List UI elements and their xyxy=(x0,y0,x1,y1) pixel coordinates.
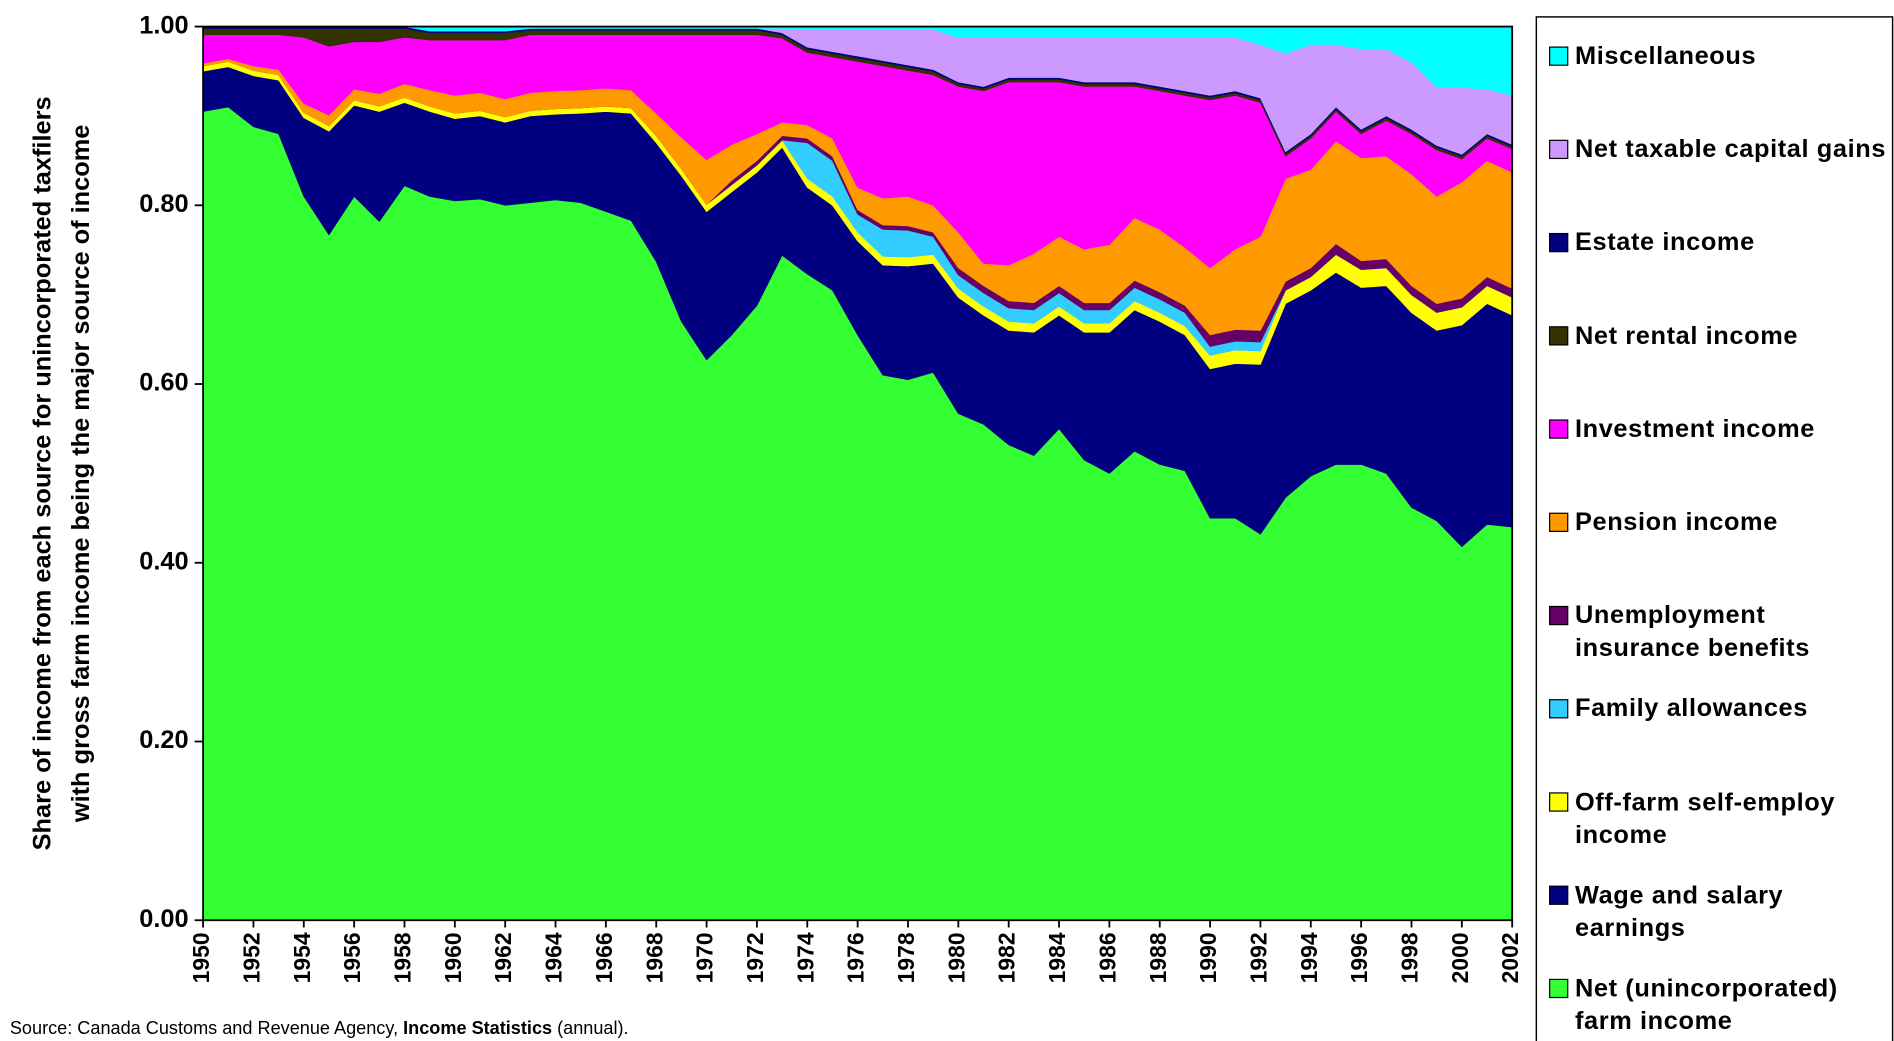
legend-label: Investment income xyxy=(1574,415,1815,443)
legend-box xyxy=(1535,16,1894,1041)
legend-item: Net rental income xyxy=(1574,321,1799,350)
legend-item: Net taxable capital gains xyxy=(1574,135,1887,164)
x-tick-label: 1984 xyxy=(1044,932,1070,983)
legend-item: Wage and salary earnings xyxy=(1574,881,1784,942)
y-tick-label: 0.20 xyxy=(139,726,188,754)
legend-swatch xyxy=(1549,978,1569,999)
legend-item: Pension income xyxy=(1574,508,1778,537)
source-text: (annual). xyxy=(552,1018,629,1038)
legend-swatch xyxy=(1549,46,1569,66)
legend-label: Off-farm self-employ income xyxy=(1574,788,1836,849)
x-tick-label: 1962 xyxy=(490,932,516,983)
y-tick-label: 0.60 xyxy=(139,369,188,397)
legend-label: Unemployment insurance benefits xyxy=(1574,601,1810,663)
legend-label: Miscellaneous xyxy=(1574,42,1757,71)
legend-label: Pension income xyxy=(1574,508,1778,537)
x-tick-label: 1996 xyxy=(1346,932,1372,983)
legend-swatch xyxy=(1549,885,1569,905)
legend-label: Wage and salary earnings xyxy=(1574,881,1784,942)
x-tick-label: 1970 xyxy=(692,932,718,983)
x-tick-label: 1966 xyxy=(591,932,617,983)
x-tick-label: 1964 xyxy=(541,932,567,983)
legend: Miscellaneous Net taxable capital gains Es… xyxy=(1549,42,1887,1035)
legend-item: Net (unincorporated) farm income xyxy=(1574,974,1838,1035)
x-tick-label: 1960 xyxy=(440,932,466,983)
x-tick-label: 1968 xyxy=(641,932,667,983)
legend-label: Net rental income xyxy=(1574,321,1799,350)
x-tick-label: 2002 xyxy=(1497,932,1523,983)
x-tick-label: 1980 xyxy=(943,932,969,983)
y-axis-label: with gross farm income being the major s… xyxy=(67,125,95,824)
y-tick-label: 0.40 xyxy=(139,547,188,575)
legend-swatch xyxy=(1549,605,1569,626)
x-tick-label: 2000 xyxy=(1447,932,1473,983)
x-tick-label: 1956 xyxy=(339,932,365,983)
x-tick-label: 1986 xyxy=(1094,932,1120,983)
x-tick-label: 1978 xyxy=(893,932,919,983)
legend-swatch xyxy=(1549,419,1569,439)
y-axis-label: Share of income from each source for uni… xyxy=(28,96,56,850)
axes: 0.00 0.20 0.40 0.60 0.80 1.00 1950 1952 1954 1956… xyxy=(139,11,1523,983)
legend-item: Investment income xyxy=(1574,415,1815,443)
x-tick-label: 1950 xyxy=(188,932,214,983)
x-tick-label: 1952 xyxy=(238,932,264,983)
x-tick-label: 1994 xyxy=(1296,932,1322,983)
x-tick-label: 1992 xyxy=(1245,932,1271,983)
legend-swatch xyxy=(1549,512,1569,532)
x-tick-label: 1982 xyxy=(994,932,1020,983)
legend-swatch xyxy=(1549,232,1569,253)
legend-swatch xyxy=(1549,139,1569,160)
y-tick-label: 1.00 xyxy=(139,11,188,39)
x-tick-label: 1998 xyxy=(1397,932,1423,983)
x-tick-label: 1990 xyxy=(1195,932,1221,983)
x-tick-label: 1954 xyxy=(289,932,315,983)
x-tick-label: 1988 xyxy=(1145,932,1171,983)
x-tick-label: 1958 xyxy=(390,932,416,983)
y-tick-label: 0.80 xyxy=(139,190,188,218)
legend-label: Net taxable capital gains xyxy=(1574,135,1887,164)
legend-swatch xyxy=(1549,326,1569,346)
legend-label: Estate income xyxy=(1574,228,1755,257)
legend-item: Family allowances xyxy=(1574,694,1808,723)
legend-label: Net (unincorporated) farm income xyxy=(1574,974,1838,1035)
legend-swatch xyxy=(1549,699,1569,719)
source-note: Source: Canada Customs and Revenue Agenc… xyxy=(10,1018,629,1038)
source-text: Income Statistics xyxy=(403,1018,552,1038)
y-tick-label: 0.00 xyxy=(139,905,188,933)
x-tick-label: 1976 xyxy=(843,932,869,983)
areas xyxy=(202,26,1513,921)
x-tick-label: 1972 xyxy=(742,932,768,983)
source-text: Source: Canada Customs and Revenue Agenc… xyxy=(10,1018,403,1038)
legend-swatch xyxy=(1549,792,1569,812)
legend-item: Estate income xyxy=(1574,228,1755,257)
legend-item: Miscellaneous xyxy=(1574,42,1757,71)
legend-item: Off-farm self-employ income xyxy=(1574,788,1836,849)
x-tick-label: 1974 xyxy=(792,932,818,983)
legend-item: Unemployment insurance benefits xyxy=(1574,601,1810,663)
legend-label: Family allowances xyxy=(1574,694,1808,723)
